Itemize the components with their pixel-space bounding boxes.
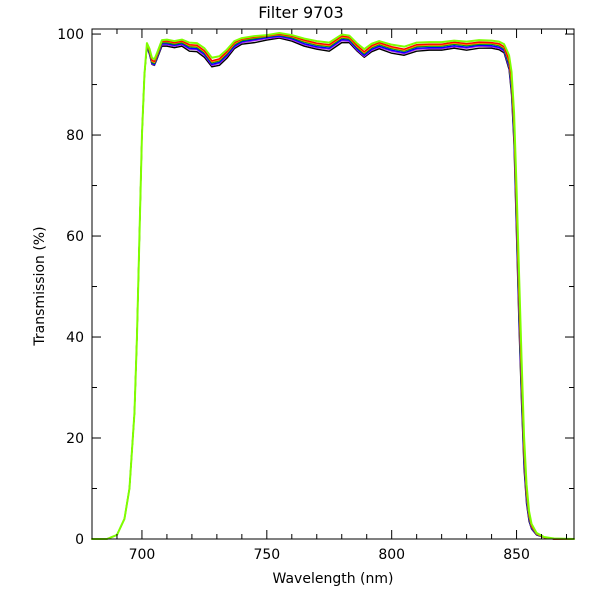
y-tick-label: 40 xyxy=(66,330,84,346)
y-tick-label: 20 xyxy=(66,431,84,447)
series-line-3 xyxy=(91,35,575,540)
x-tick-label: 850 xyxy=(503,547,530,563)
y-tick-label: 80 xyxy=(66,128,84,144)
series-line-4 xyxy=(91,34,575,540)
y-axis-label: Transmission (%) xyxy=(32,226,48,346)
plot-frame xyxy=(91,28,575,540)
x-tick-label: 800 xyxy=(378,547,405,563)
label-layer: Filter 9703 Wavelength (nm) Transmission… xyxy=(32,3,393,587)
series-line-5 xyxy=(91,33,575,540)
x-axis-label: Wavelength (nm) xyxy=(273,571,394,587)
y-tick-label: 0 xyxy=(75,532,84,548)
tick-layer: 700 750 800 850 0 20 40 60 80 100 xyxy=(57,27,574,563)
series-line-6 xyxy=(91,33,575,540)
series-layer xyxy=(91,32,575,540)
y-tick-label: 100 xyxy=(57,27,84,43)
y-tick-label: 60 xyxy=(66,229,84,245)
series-line-7 xyxy=(91,32,575,540)
series-line-2 xyxy=(91,36,575,540)
x-tick-label: 700 xyxy=(129,547,156,563)
x-tick-label: 750 xyxy=(253,547,280,563)
chart-title: Filter 9703 xyxy=(258,3,343,22)
series-line-1 xyxy=(91,37,575,540)
